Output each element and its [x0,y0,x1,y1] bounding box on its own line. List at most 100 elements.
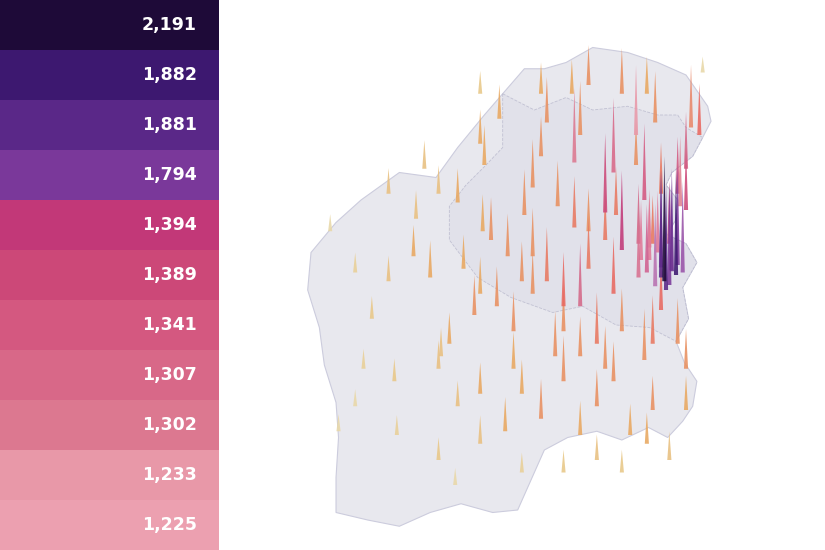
Bar [0,150,219,200]
Polygon shape [392,359,397,381]
Polygon shape [539,62,543,94]
Polygon shape [587,189,591,231]
Polygon shape [674,168,678,275]
Polygon shape [620,170,624,250]
Polygon shape [472,275,477,315]
Polygon shape [667,431,672,460]
Polygon shape [639,200,644,260]
Bar [0,250,219,300]
Polygon shape [481,194,485,231]
Polygon shape [386,256,390,281]
Polygon shape [483,125,487,165]
Polygon shape [697,84,701,135]
Polygon shape [308,47,711,526]
Polygon shape [562,285,566,331]
Polygon shape [478,362,483,394]
Polygon shape [562,450,566,472]
Bar [0,0,219,50]
Polygon shape [595,434,599,460]
Polygon shape [645,57,649,94]
Polygon shape [573,176,577,228]
Polygon shape [669,184,673,270]
Polygon shape [603,133,607,212]
Polygon shape [495,266,499,306]
Polygon shape [422,140,427,169]
Polygon shape [595,369,599,406]
Polygon shape [578,316,582,356]
Polygon shape [436,165,441,194]
Polygon shape [539,379,543,419]
Text: 1,307: 1,307 [142,366,197,384]
Polygon shape [395,415,399,435]
Polygon shape [678,136,682,206]
Polygon shape [544,77,549,123]
Polygon shape [651,376,655,410]
Polygon shape [603,191,607,240]
Polygon shape [386,168,390,194]
Polygon shape [489,197,493,240]
Text: 2,191: 2,191 [142,16,197,34]
Polygon shape [439,328,443,356]
Text: 1,389: 1,389 [142,266,197,284]
Polygon shape [684,329,688,368]
Bar [0,50,219,100]
Polygon shape [578,81,582,135]
Polygon shape [478,109,483,144]
Polygon shape [700,57,705,73]
Polygon shape [436,437,441,460]
Polygon shape [659,170,663,278]
Polygon shape [643,124,647,200]
Polygon shape [684,147,688,210]
Polygon shape [414,190,418,219]
Polygon shape [648,189,652,248]
Polygon shape [497,85,502,119]
Bar [0,450,219,500]
Polygon shape [645,412,649,444]
Polygon shape [553,311,557,356]
Polygon shape [636,212,640,278]
Polygon shape [662,156,667,281]
Polygon shape [447,312,451,344]
Polygon shape [512,332,516,368]
Polygon shape [676,298,680,344]
Polygon shape [603,326,607,368]
Polygon shape [461,234,465,269]
Polygon shape [478,415,483,444]
Text: 1,341: 1,341 [142,316,197,334]
Polygon shape [653,71,658,123]
Polygon shape [659,256,663,310]
Polygon shape [659,142,663,194]
Polygon shape [328,214,332,231]
Polygon shape [370,296,374,319]
Polygon shape [620,288,624,331]
Polygon shape [555,161,560,206]
Polygon shape [530,139,535,188]
Polygon shape [648,197,652,260]
Polygon shape [562,336,566,381]
Polygon shape [684,112,688,169]
Polygon shape [570,59,574,94]
Polygon shape [659,170,663,267]
Polygon shape [455,381,460,406]
Polygon shape [337,414,341,431]
Polygon shape [520,241,524,281]
Polygon shape [530,208,535,256]
Polygon shape [539,116,543,156]
Polygon shape [562,252,566,306]
Polygon shape [628,404,632,435]
Text: 1,225: 1,225 [142,516,197,534]
Polygon shape [643,309,647,360]
Polygon shape [634,65,638,135]
Polygon shape [620,48,624,94]
Polygon shape [478,257,483,294]
Polygon shape [503,397,507,431]
Text: 1,794: 1,794 [142,166,197,184]
Polygon shape [614,167,618,215]
Polygon shape [636,184,640,244]
Polygon shape [506,213,510,256]
Bar [0,350,219,400]
Text: 1,882: 1,882 [142,66,197,84]
Polygon shape [611,98,615,173]
Polygon shape [653,204,658,286]
Polygon shape [651,195,655,244]
